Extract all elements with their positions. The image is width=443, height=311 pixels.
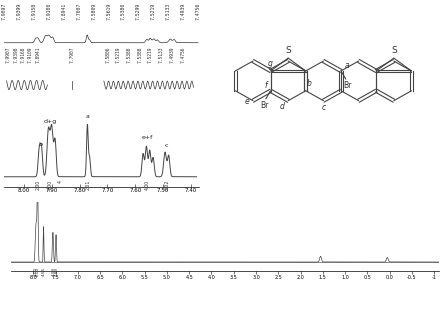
Text: e+f: e+f (142, 135, 153, 140)
Text: 7.9158: 7.9158 (32, 3, 37, 20)
Text: 4.00: 4.00 (48, 180, 53, 190)
Text: c: c (321, 103, 326, 112)
Text: 4: 4 (58, 180, 62, 183)
Text: 4.00: 4.00 (144, 180, 149, 190)
Text: S: S (285, 46, 291, 55)
Text: c: c (164, 143, 168, 148)
Text: 7.8941: 7.8941 (62, 3, 66, 20)
Text: 7.5219: 7.5219 (148, 47, 153, 63)
Text: f: f (264, 81, 267, 90)
Text: 2.00: 2.00 (35, 180, 40, 190)
Text: 7.5380: 7.5380 (121, 3, 126, 20)
Text: S: S (391, 46, 396, 55)
Text: 7.5219: 7.5219 (116, 47, 121, 63)
Text: 7.7007: 7.7007 (76, 3, 82, 20)
Text: 7.5219: 7.5219 (151, 3, 156, 20)
Text: b: b (38, 142, 42, 147)
Text: 7.9100: 7.9100 (47, 3, 51, 20)
Text: d+g: d+g (44, 119, 57, 124)
Text: 7.5133: 7.5133 (166, 3, 171, 20)
Text: Br: Br (260, 101, 269, 110)
Text: 7.5133: 7.5133 (159, 47, 164, 63)
Text: 7.9168: 7.9168 (21, 47, 26, 63)
Text: 7.7907: 7.7907 (69, 47, 74, 63)
Text: 7.9097: 7.9097 (2, 3, 7, 20)
Text: g: g (268, 59, 273, 68)
Text: 7.5806: 7.5806 (105, 47, 110, 63)
Text: 7.8941: 7.8941 (35, 47, 40, 63)
Text: 4.55: 4.55 (42, 267, 46, 276)
Text: 7.9398: 7.9398 (13, 47, 18, 63)
Text: b: b (307, 79, 312, 88)
Text: 7.9399: 7.9399 (17, 3, 22, 20)
Text: a: a (85, 114, 89, 119)
Text: 7.4939: 7.4939 (170, 47, 175, 63)
Text: 7.9109: 7.9109 (28, 47, 33, 63)
Text: 7.4756: 7.4756 (180, 47, 185, 63)
Text: 7.5619: 7.5619 (106, 3, 111, 20)
Text: 7.9907: 7.9907 (6, 47, 11, 63)
Text: 7.5809: 7.5809 (91, 3, 96, 20)
Text: 2.01: 2.01 (85, 180, 90, 190)
Text: d: d (280, 102, 284, 111)
Text: 2.00: 2.00 (34, 267, 38, 276)
Text: 2.02: 2.02 (164, 180, 169, 190)
Text: e: e (245, 97, 249, 106)
Text: a: a (345, 61, 349, 70)
Text: Br: Br (343, 81, 351, 91)
Text: 7.4939: 7.4939 (181, 3, 186, 20)
Text: 7.5299: 7.5299 (136, 3, 141, 20)
Text: 4.89: 4.89 (54, 267, 58, 276)
Text: 4.09: 4.09 (51, 267, 55, 276)
Text: 7.4756: 7.4756 (195, 3, 201, 20)
Text: 7.5388: 7.5388 (127, 47, 132, 63)
Text: 8.00: 8.00 (36, 267, 40, 276)
Text: 7.5388: 7.5388 (137, 47, 142, 63)
